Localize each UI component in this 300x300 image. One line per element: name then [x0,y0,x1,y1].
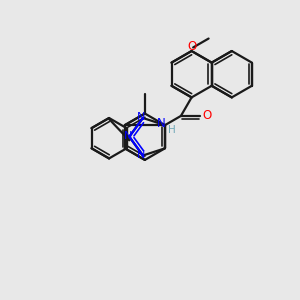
Text: N: N [137,150,146,160]
Text: O: O [202,109,212,122]
Text: H: H [168,125,176,136]
Text: N: N [124,131,132,141]
Text: O: O [187,40,196,53]
Text: N: N [157,117,166,130]
Text: N: N [137,112,146,122]
